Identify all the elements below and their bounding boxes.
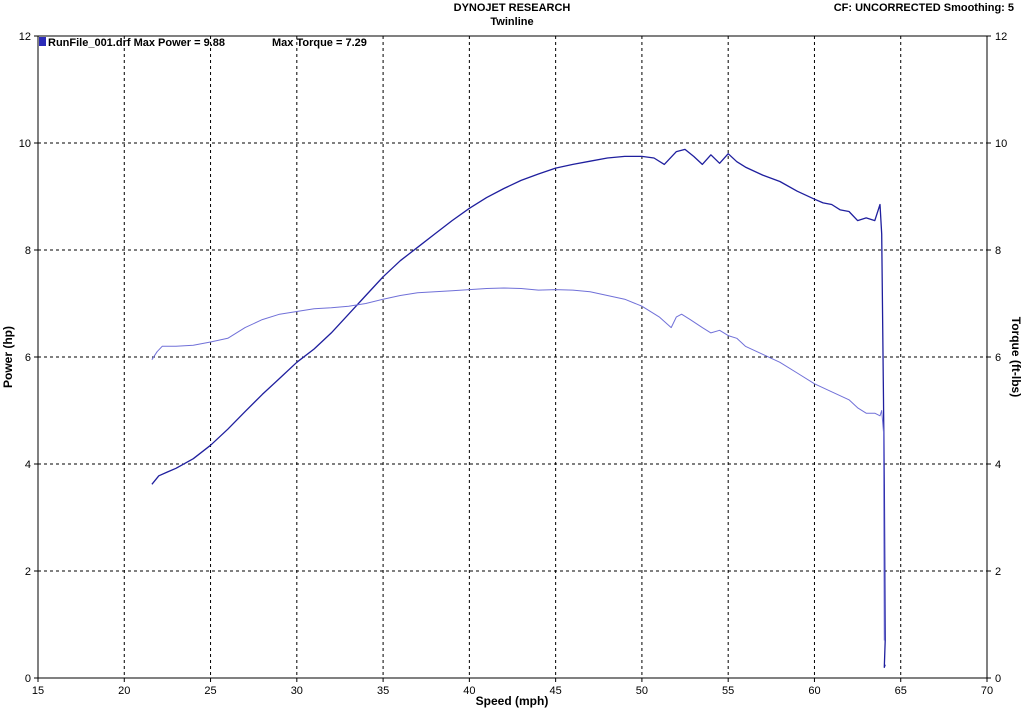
x-tick-label: 25 [204, 685, 216, 697]
y2-tick-label: 4 [995, 459, 1001, 471]
legend-torque-label: Max Torque = 7.29 [272, 37, 367, 49]
y-tick-label: 6 [25, 352, 31, 364]
x-axis-ticks: 15 20 25 30 35 40 45 50 55 60 65 70 [32, 678, 993, 697]
y-axis-label: Power (hp) [1, 326, 15, 388]
grid-lines [38, 36, 987, 678]
y2-tick-label: 10 [995, 138, 1007, 150]
y2-tick-label: 8 [995, 245, 1001, 257]
x-tick-label: 30 [291, 685, 303, 697]
x-tick-label: 35 [377, 685, 389, 697]
y-axis-ticks: 0 2 4 6 8 10 12 [19, 31, 38, 685]
y-tick-label: 4 [25, 459, 31, 471]
x-tick-label: 50 [636, 685, 648, 697]
series-group [151, 148, 886, 668]
x-tick-label: 70 [981, 685, 993, 697]
x-axis-label: Speed (mph) [476, 694, 549, 708]
y2-tick-label: 0 [995, 673, 1001, 685]
x-tick-label: 20 [118, 685, 130, 697]
y-tick-label: 8 [25, 245, 31, 257]
y-tick-label: 12 [19, 31, 31, 43]
x-tick-label: 45 [550, 685, 562, 697]
x-tick-label: 55 [722, 685, 734, 697]
y2-tick-label: 12 [995, 31, 1007, 43]
chart-title: DYNOJET RESEARCH [453, 2, 571, 14]
legend-run-label: RunFile_001.drf Max Power = 9.88 [48, 37, 225, 49]
correction-factor-label: CF: UNCORRECTED Smoothing: 5 [833, 2, 1014, 14]
legend-swatch [39, 37, 46, 46]
y-tick-label: 10 [19, 138, 31, 150]
series-line-power [151, 148, 886, 668]
series-line-torque [151, 287, 885, 641]
x-tick-label: 65 [895, 685, 907, 697]
legend: RunFile_001.drf Max Power = 9.88 Max Tor… [39, 37, 367, 49]
x-tick-label: 40 [463, 685, 475, 697]
y2-axis-label: Torque (ft-lbs) [1009, 317, 1023, 397]
y-tick-label: 0 [25, 673, 31, 685]
y2-tick-label: 6 [995, 352, 1001, 364]
y2-axis-ticks: 0 2 4 6 8 10 12 [987, 31, 1007, 685]
y2-tick-label: 2 [995, 566, 1001, 578]
y-tick-label: 2 [25, 566, 31, 578]
chart-subtitle: Twinline [490, 16, 534, 28]
x-tick-label: 60 [808, 685, 820, 697]
x-tick-label: 15 [32, 685, 44, 697]
